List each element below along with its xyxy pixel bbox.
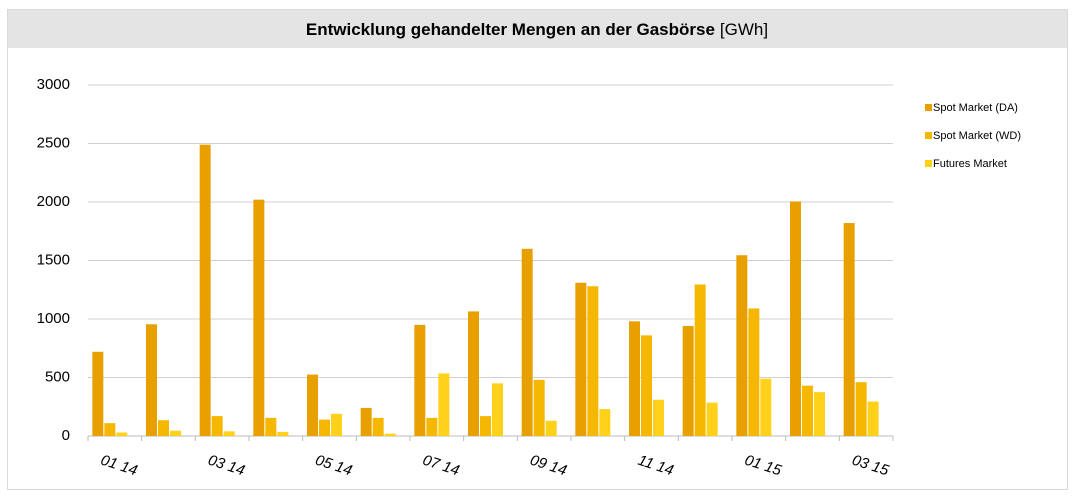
bar bbox=[575, 282, 587, 436]
bar bbox=[426, 417, 438, 436]
bar bbox=[331, 413, 342, 436]
bar bbox=[629, 321, 640, 436]
bar bbox=[855, 382, 867, 436]
chart-title: Entwicklung gehandelter Mengen an der Ga… bbox=[306, 20, 715, 39]
bar bbox=[760, 378, 772, 436]
legend-label: Spot Market (DA) bbox=[933, 102, 1018, 114]
bar bbox=[641, 335, 652, 436]
bar bbox=[748, 308, 760, 436]
legend-label: Spot Market (WD) bbox=[933, 130, 1021, 142]
bar bbox=[92, 351, 104, 436]
bar bbox=[223, 431, 235, 436]
bar bbox=[384, 433, 396, 436]
chart-unit: [GWh] bbox=[720, 20, 768, 39]
y-tick-label: 1000 bbox=[37, 310, 70, 327]
bar bbox=[587, 286, 599, 436]
y-tick-label: 3000 bbox=[37, 76, 70, 93]
chart-title-group: Entwicklung gehandelter Mengen an der Ga… bbox=[306, 20, 768, 39]
y-tick-label: 2000 bbox=[37, 193, 70, 210]
bar bbox=[277, 431, 289, 436]
bar bbox=[199, 144, 211, 437]
legend-swatch bbox=[925, 132, 932, 139]
bar bbox=[736, 255, 748, 436]
bar bbox=[706, 402, 718, 436]
bar bbox=[802, 385, 813, 436]
legend-label: Futures Market bbox=[933, 158, 1007, 170]
bar bbox=[438, 373, 450, 436]
bar bbox=[843, 223, 855, 436]
bar bbox=[265, 417, 277, 436]
bar bbox=[372, 417, 384, 436]
bar bbox=[814, 392, 825, 436]
bar bbox=[653, 399, 664, 436]
bar bbox=[170, 430, 181, 436]
bar bbox=[104, 423, 116, 436]
legend-swatch bbox=[925, 104, 932, 111]
bar bbox=[307, 374, 318, 436]
bar bbox=[480, 416, 491, 436]
bar bbox=[146, 324, 157, 436]
bar bbox=[468, 311, 479, 436]
bar bbox=[360, 407, 372, 436]
bar bbox=[319, 419, 330, 436]
y-tick-label: 1500 bbox=[37, 251, 70, 268]
bar bbox=[533, 379, 545, 436]
bar bbox=[158, 420, 169, 436]
bar bbox=[211, 416, 223, 436]
legend-swatch bbox=[925, 160, 932, 167]
y-tick-label: 500 bbox=[45, 368, 70, 385]
bar bbox=[599, 409, 611, 436]
bar bbox=[414, 324, 426, 436]
y-tick-label: 2500 bbox=[37, 134, 70, 151]
y-tick-label: 0 bbox=[62, 427, 70, 444]
bar bbox=[521, 248, 533, 436]
bar bbox=[790, 201, 801, 436]
bar bbox=[253, 199, 265, 436]
bar bbox=[682, 326, 694, 436]
bar bbox=[867, 401, 879, 436]
title-bar bbox=[8, 10, 1067, 48]
bar bbox=[545, 420, 557, 436]
bar bbox=[492, 383, 503, 436]
bar bbox=[694, 284, 706, 436]
bar bbox=[116, 432, 128, 436]
